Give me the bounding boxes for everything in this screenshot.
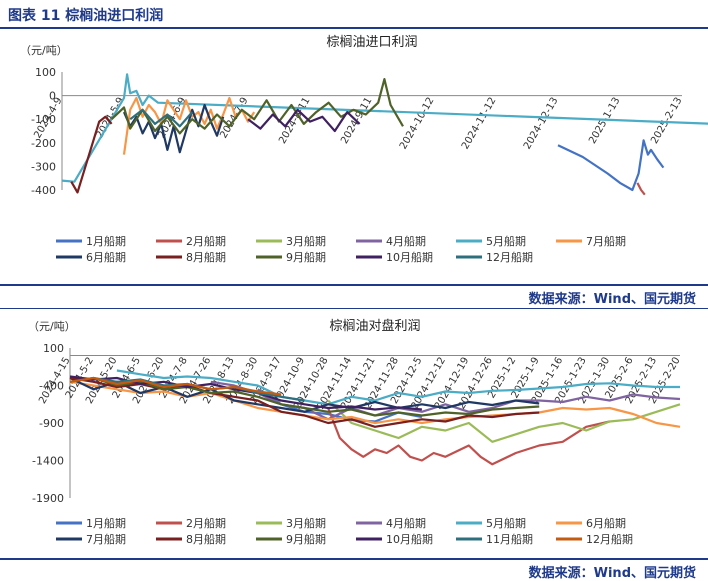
y-tick-label: -1400: [32, 455, 64, 468]
legend-label: 8月船期: [186, 532, 226, 546]
legend-label: 5月船期: [486, 516, 526, 530]
x-tick-label: 2024-10-12: [398, 96, 437, 152]
series-line-10: [247, 108, 361, 133]
series-line-2: [636, 182, 646, 196]
series-line-9: [110, 77, 404, 135]
y-tick-label: -300: [31, 160, 56, 173]
y-tick-label: -400: [31, 184, 56, 197]
bottom-panel-rule: [0, 308, 708, 309]
bottom-source-label: 数据来源：Wind、国元期货: [528, 566, 696, 581]
legend-label: 6月船期: [586, 516, 626, 530]
legend-label: 7月船期: [586, 234, 626, 248]
x-tick-label: 2024-11-12: [460, 96, 499, 152]
board-profit-chart: 棕榈油对盘利润（元/吨）100-400-900-1400-19002024-4-…: [28, 318, 683, 546]
series-line-8: [70, 115, 113, 194]
series-line-5: [61, 73, 708, 183]
y-axis-unit: （元/吨）: [20, 44, 68, 57]
y-tick-label: -900: [39, 417, 64, 430]
series-line-5: [116, 369, 680, 406]
top-source-rule: [0, 284, 708, 286]
legend-label: 9月船期: [286, 250, 326, 264]
top-source-label: 数据来源：Wind、国元期货: [528, 292, 696, 307]
legend-label: 7月船期: [86, 532, 126, 546]
legend-label: 3月船期: [286, 516, 326, 530]
series-line-7: [69, 377, 540, 413]
y-tick-label: -100: [31, 113, 56, 126]
legend-label: 12月船期: [486, 250, 533, 264]
series-line-8: [69, 376, 540, 428]
y-tick-label: 100: [43, 342, 64, 355]
x-tick-label: 2024-12-13: [522, 96, 561, 152]
bottom-source-rule: [0, 558, 708, 560]
legend-label: 2月船期: [186, 516, 226, 530]
legend-label: 1月船期: [86, 516, 126, 530]
import-profit-chart: 棕榈油进口利润（元/吨）1000-100-200-300-4002024-4-9…: [20, 35, 708, 264]
legend-label: 10月船期: [386, 250, 433, 264]
series-line-6: [122, 96, 256, 155]
legend-label: 5月船期: [486, 234, 526, 248]
y-tick-label: -1900: [32, 492, 64, 505]
series-line-1: [557, 139, 665, 192]
legend-label: 9月船期: [286, 532, 326, 546]
legend-label: 4月船期: [386, 516, 426, 530]
series-line-3: [327, 399, 681, 443]
legend-label: 11月船期: [486, 532, 533, 546]
legend-label: 2月船期: [186, 234, 226, 248]
y-tick-label: 100: [35, 66, 56, 79]
y-axis-unit: （元/吨）: [28, 320, 76, 333]
figure-title: 图表 11 棕榈油进口利润: [8, 8, 164, 24]
chart-title: 棕榈油对盘利润: [329, 318, 420, 334]
legend-label: 12月船期: [586, 532, 633, 546]
series-line-2: [327, 407, 610, 466]
figure-header: 图表 11 棕榈油进口利润: [0, 0, 708, 28]
chart-title: 棕榈油进口利润: [326, 35, 417, 50]
legend-label: 10月船期: [386, 532, 433, 546]
series-line-6: [69, 380, 681, 428]
legend-label: 3月船期: [286, 234, 326, 248]
y-tick-label: 0: [49, 90, 56, 103]
legend-label: 1月船期: [86, 234, 126, 248]
series-line-12: [69, 376, 282, 396]
y-tick-label: -400: [39, 380, 64, 393]
legend-label: 6月船期: [86, 250, 126, 264]
legend-label: 4月船期: [386, 234, 426, 248]
series-line-11: [129, 108, 194, 128]
y-tick-label: -200: [31, 137, 56, 150]
legend-label: 8月船期: [186, 250, 226, 264]
header-rule: [0, 27, 708, 29]
